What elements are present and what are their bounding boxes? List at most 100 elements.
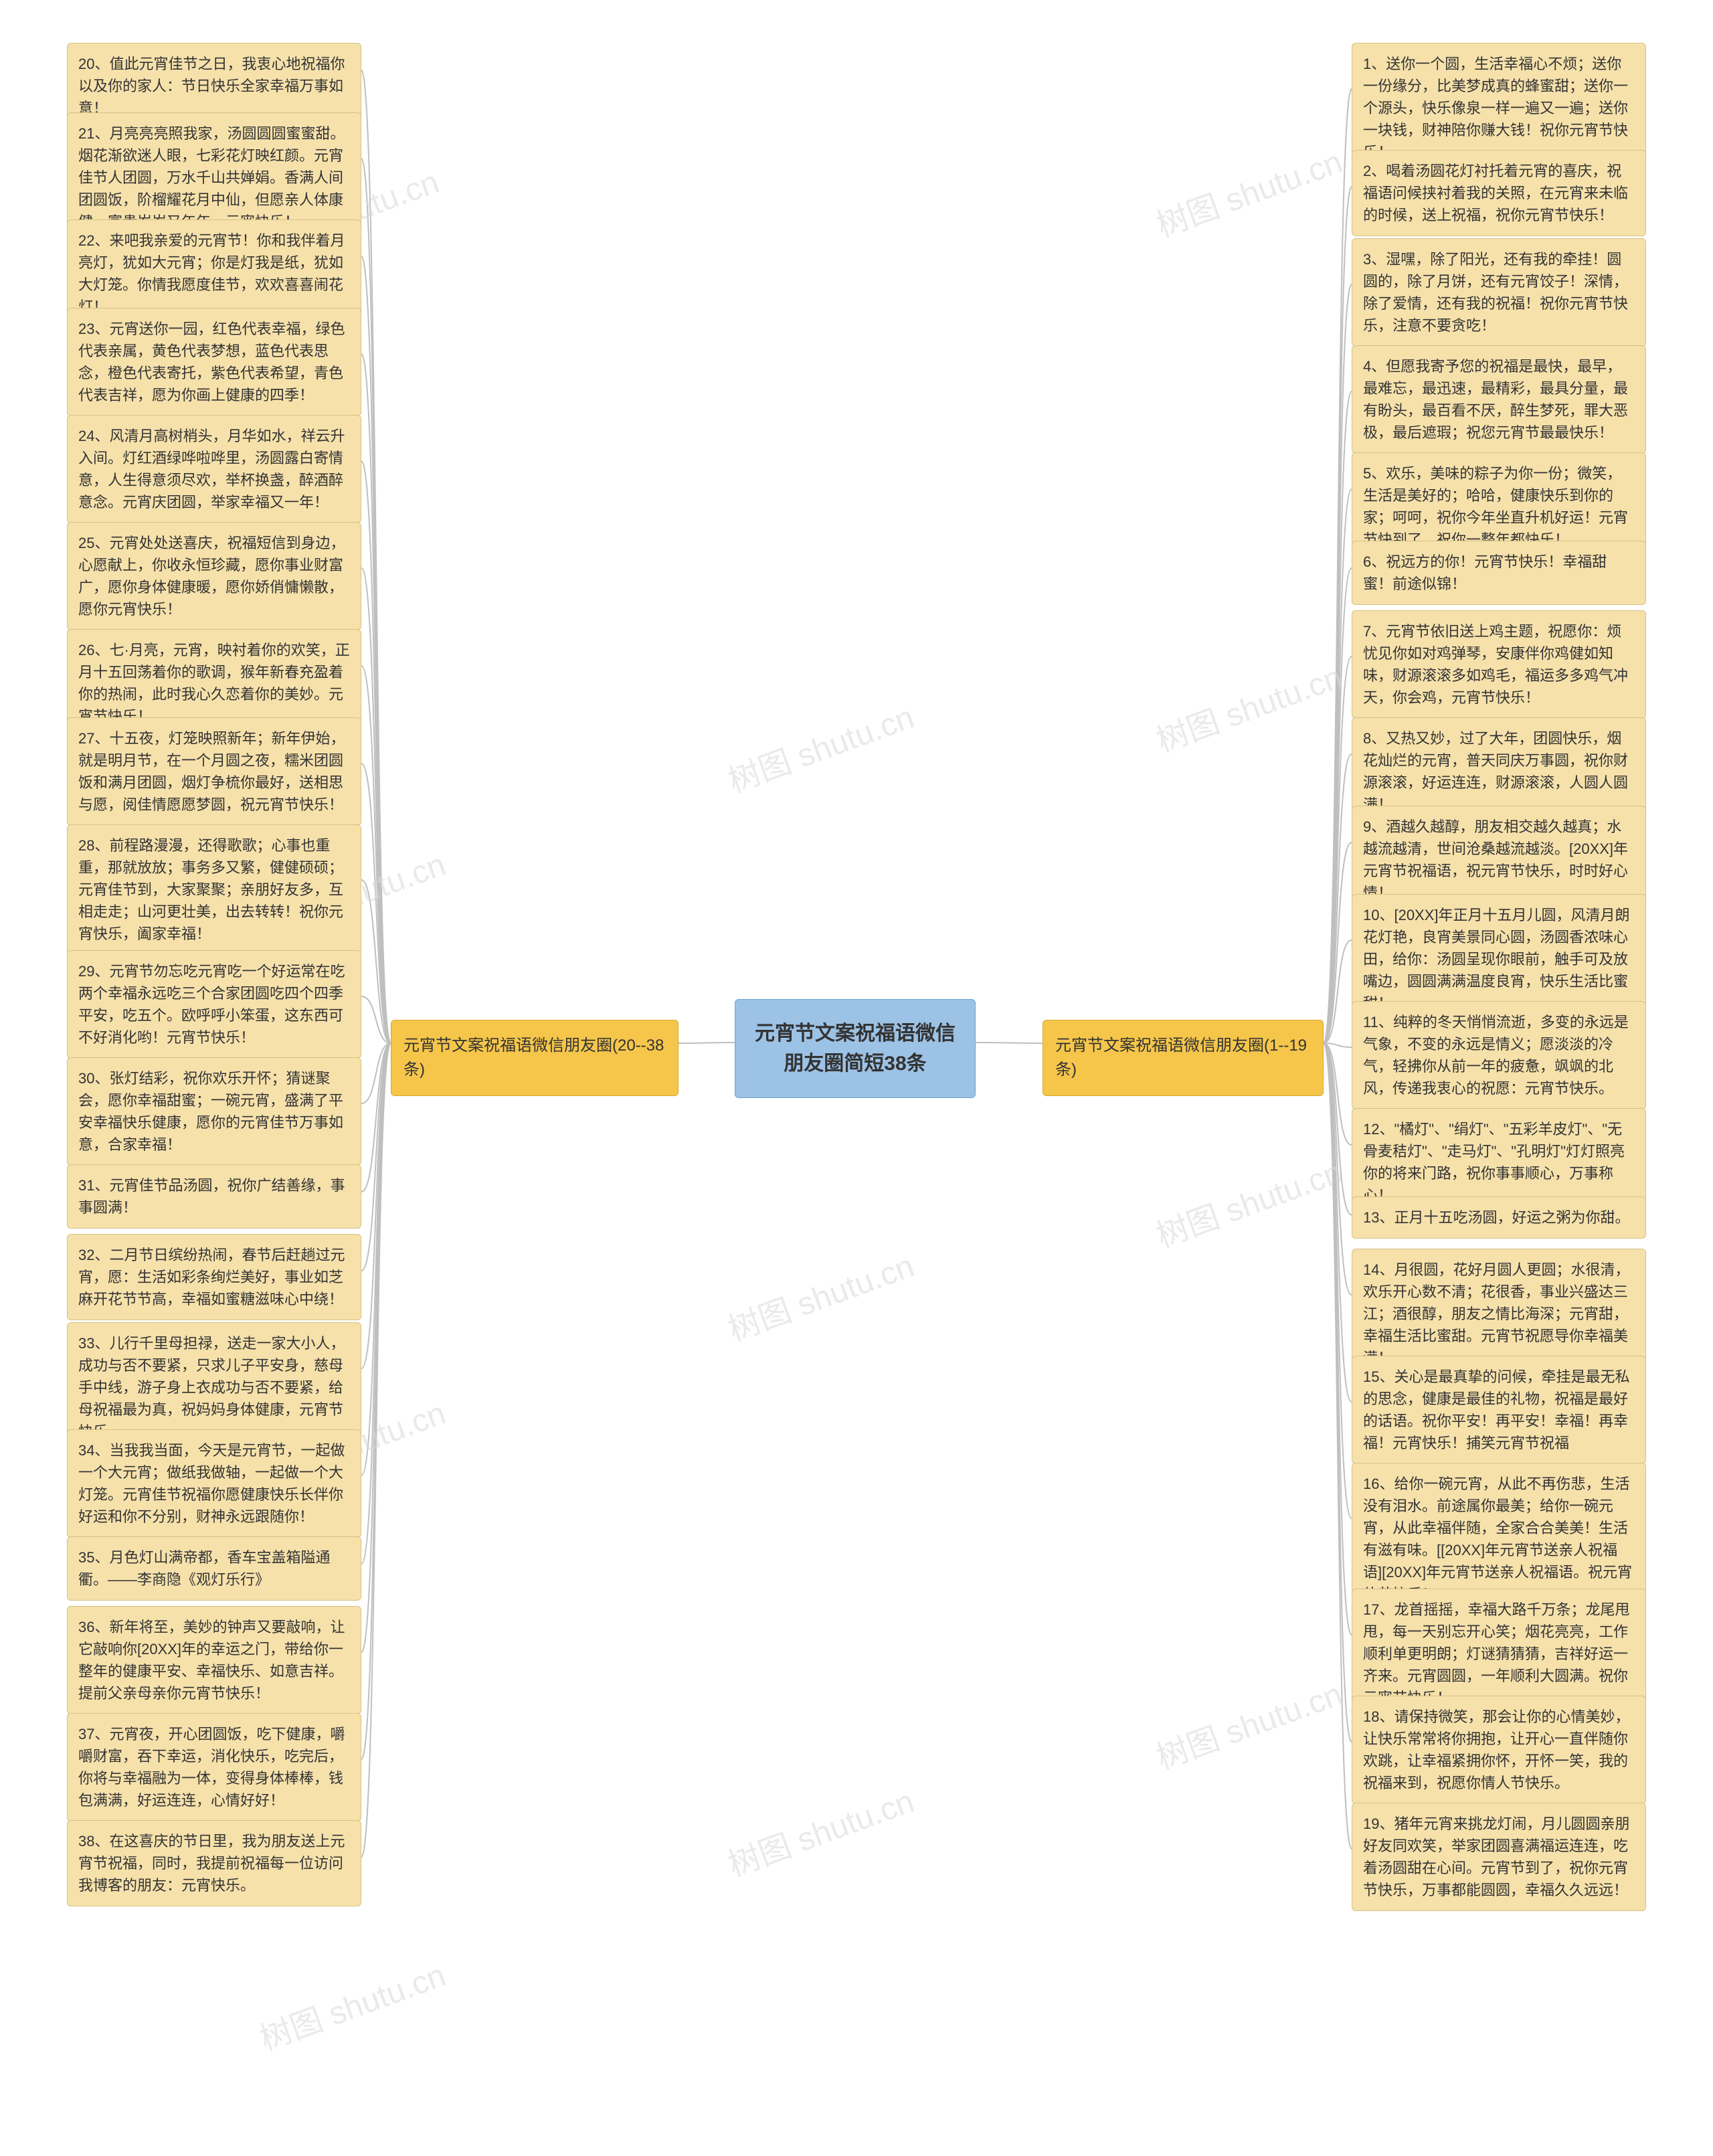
leaf-node: 35、月色灯山满帝都，香车宝盖箱隘通衢。——李商隐《观灯乐行》 [67,1536,361,1601]
watermark: 树图 shutu.cn [1149,650,1348,761]
right-leaf-4-label: 4、但愿我寄予您的祝福是最快，最早，最难忘，最迅速，最精彩，最具分量，最有盼头，… [1363,355,1635,444]
leaf-node: 19、猪年元宵来挑龙灯闹，月儿圆圆亲朋好友同欢笑，举家团圆喜满福运连连，吃着汤圆… [1352,1803,1646,1911]
right-leaf-16-label: 16、给你一碗元宵，从此不再伤悲，生活没有泪水。前途属你最美；给你一碗元宵，从此… [1363,1473,1635,1605]
connector [1324,1043,1352,1215]
leaf-node: 36、新年将至，美妙的钟声又要敲响，让它敲响你[20XX]年的幸运之门，带给你一… [67,1606,361,1714]
connector [1324,89,1352,1043]
watermark: 树图 shutu.cn [1149,1146,1348,1256]
watermark: 树图 shutu.cn [1149,135,1348,246]
right-leaf-2-label: 2、喝着汤圆花灯衬托着元宵的喜庆，祝福语问候挟衬着我的关照，在元宵来未临的时候，… [1363,160,1635,226]
right-leaf-10-label: 10、[20XX]年正月十五月儿圆，风清月朗花灯艳，良宵美景同心圆，汤圆香浓味心… [1363,904,1635,1014]
right-leaf-14-label: 14、月很圆，花好月圆人更圆；水很清，欢乐开心数不清；花很香，事业兴盛达三江；酒… [1363,1259,1635,1369]
connector [361,159,391,1043]
left-leaf-16-label: 35、月色灯山满帝都，香车宝盖箱隘通衢。——李商隐《观灯乐行》 [78,1546,350,1591]
connector [361,1043,391,1271]
leaf-node: 37、元宵夜，开心团圆饭，吃下健康，嚼嚼财富，吞下幸运，消化快乐，吃完后，你将与… [67,1713,361,1821]
watermark: 树图 shutu.cn [1149,1668,1348,1778]
connector [1324,489,1352,1043]
connector [1324,391,1352,1043]
connector [1324,568,1352,1043]
connector [1324,940,1352,1043]
connector [361,1043,391,1564]
connector [1324,1043,1352,1518]
right-leaf-13-label: 13、正月十五吃汤圆，好运之粥为你甜。 [1363,1206,1635,1229]
connector [1324,1043,1352,1295]
right-leaf-12-label: 12、"橘灯"、"绢灯"、"五彩羊皮灯"、"无骨麦秸灯"、"走马灯"、"孔明灯"… [1363,1118,1635,1206]
leaf-node: 2、喝着汤圆花灯衬托着元宵的喜庆，祝福语问候挟衬着我的关照，在元宵来未临的时候，… [1352,150,1646,236]
leaf-node: 7、元宵节依旧送上鸡主题，祝愿你：烦忧见你如对鸡弹琴，安康伴你鸡健如知味，财源滚… [1352,610,1646,719]
right-leaf-18-label: 18、请保持微笑，那会让你的心情美妙，让快乐常常将你拥抱，让开心一直伴随你欢跳，… [1363,1706,1635,1794]
left-branch-node: 元宵节文案祝福语微信朋友圈(20--38条) [391,1020,679,1096]
connector [361,1043,391,1192]
connector [361,996,391,1043]
watermark: 树图 shutu.cn [252,1949,451,2059]
right-leaf-19-label: 19、猪年元宵来挑龙灯闹，月儿圆圆亲朋好友同欢笑，举家团圆喜满福运连连，吃着汤圆… [1363,1813,1635,1901]
right-leaf-15-label: 15、关心是最真挚的问候，牵挂是最无私的思念，健康是最佳的礼物，祝福是最好的话语… [1363,1366,1635,1454]
connector [361,70,391,1043]
left-leaf-7-label: 26、七·月亮，元宵，映衬着你的欢笑，正月十五回荡着你的歌调，猴年新春充盈着你的… [78,639,350,727]
right-leaf-6-label: 6、祝远方的你！元宵节快乐！幸福甜蜜！前途似锦！ [1363,551,1635,595]
left-leaf-19-label: 38、在这喜庆的节日里，我为朋友送上元宵节祝福，同时，我提前祝福每一位访问我博客… [78,1830,350,1896]
left-leaf-9-label: 28、前程路漫漫，还得歌歌；心事也重重，那就放放；事务多又繁，健健硕硕；元宵佳节… [78,834,350,945]
left-leaf-6-label: 25、元宵处处送喜庆，祝福短信到身边，心愿献上，你收永恒珍藏，愿你事业财富广，愿… [78,532,350,620]
connector [1324,1043,1352,1402]
connector [361,354,391,1043]
connector [361,1043,391,1103]
left-leaf-13-label: 32、二月节日缤纷热闹，春节后赶趟过元宵，愿：生活如彩条绚烂美好，事业如芝麻开花… [78,1244,350,1310]
leaf-node: 30、张灯结彩，祝你欢乐开怀；猜谜聚会，愿你幸福甜蜜；一碗元宵，盛满了平安幸福快… [67,1057,361,1166]
leaf-node: 23、元宵送你一园，红色代表幸福，绿色代表亲属，黄色代表梦想，蓝色代表思念，橙色… [67,308,361,416]
right-leaf-3-label: 3、湿嘿，除了阳光，还有我的牵挂！圆圆的，除了月饼，还有元宵饺子！深情，除了爱情… [1363,248,1635,337]
connector [1324,187,1352,1043]
connector [361,1043,391,1759]
left-leaf-8-label: 27、十五夜，灯笼映照新年；新年伊始，就是明月节，在一个月圆之夜，糯米团圆饭和满… [78,727,350,816]
leaf-node: 6、祝远方的你！元宵节快乐！幸福甜蜜！前途似锦！ [1352,541,1646,605]
leaf-node: 28、前程路漫漫，还得歌歌；心事也重重，那就放放；事务多又繁，健健硕硕；元宵佳节… [67,824,361,955]
leaf-node: 4、但愿我寄予您的祝福是最快，最早，最难忘，最迅速，最精彩，最具分量，最有盼头，… [1352,345,1646,454]
left-leaf-11-label: 30、张灯结彩，祝你欢乐开怀；猜谜聚会，愿你幸福甜蜜；一碗元宵，盛满了平安幸福快… [78,1067,350,1156]
right-leaf-11-label: 11、纯粹的冬天悄悄流逝，多变的永远是气象，不变的永远是情义；愿淡淡的冷气，轻拂… [1363,1011,1635,1099]
right-branch-node: 元宵节文案祝福语微信朋友圈(1--19条) [1043,1020,1324,1096]
left-leaf-10-label: 29、元宵节勿忘吃元宵吃一个好运常在吃两个幸福永远吃三个合家团圆吃四个四季平安，… [78,960,350,1049]
connector [1324,1043,1352,1849]
left-leaf-4-label: 23、元宵送你一园，红色代表幸福，绿色代表亲属，黄色代表梦想，蓝色代表思念，橙色… [78,318,350,406]
connector [1324,656,1352,1043]
leaf-node: 11、纯粹的冬天悄悄流逝，多变的永远是气象，不变的永远是情义；愿淡淡的冷气，轻拂… [1352,1001,1646,1109]
left-leaf-5-label: 24、风清月高树梢头，月华如水，祥云升入间。灯红酒绿哗啦哗里，汤圆露白寄情意，人… [78,425,350,513]
right-leaf-17-label: 17、龙首摇摇，幸福大路千万条；龙尾甩甩，每一天别忘开心笑；烟花亮亮，工作顺利单… [1363,1599,1635,1709]
center-node: 元宵节文案祝福语微信朋友圈简短38条 [735,999,976,1098]
connector [1324,1043,1352,1742]
left-leaf-3-label: 22、来吧我亲爱的元宵节！你和我伴着月亮灯，犹如大元宵；你是灯我是纸，犹如大灯笼… [78,230,350,318]
leaf-node: 13、正月十五吃汤圆，好运之粥为你甜。 [1352,1196,1646,1239]
connector [1324,284,1352,1043]
connector [1324,842,1352,1043]
connector [1324,754,1352,1043]
watermark: 树图 shutu.cn [721,1239,919,1350]
connector [361,461,391,1043]
connector [361,1043,391,1368]
connector [361,763,391,1043]
right-leaf-9-label: 9、酒越久越醇，朋友相交越久越真；水越流越清，世间沧桑越流越淡。[20XX]年元… [1363,816,1635,904]
connector [361,256,391,1043]
connector [1324,1043,1352,1047]
left-leaf-12-label: 31、元宵佳节品汤圆，祝你广结善缘，事事圆满！ [78,1174,350,1219]
leaf-node: 24、风清月高树梢头，月华如水，祥云升入间。灯红酒绿哗啦哗里，汤圆露白寄情意，人… [67,415,361,523]
left-leaf-1-label: 20、值此元宵佳节之日，我衷心地祝福你以及你的家人：节日快乐全家幸福万事如意！ [78,53,350,119]
leaf-node: 34、当我我当面，今天是元宵节，一起做一个大元宵；做纸我做轴，一起做一个大灯笼。… [67,1429,361,1538]
watermark: 树图 shutu.cn [721,691,919,801]
leaf-node: 18、请保持微笑，那会让你的心情美妙，让快乐常常将你拥抱，让开心一直伴随你欢跳，… [1352,1696,1646,1804]
leaf-node: 27、十五夜，灯笼映照新年；新年伊始，就是明月节，在一个月圆之夜，糯米团圆饭和满… [67,717,361,826]
right-leaf-5-label: 5、欢乐，美味的粽子为你一份；微笑，生活是美好的；哈哈，健康快乐到你的家；呵呵，… [1363,462,1635,551]
right-branch-node-label: 元宵节文案祝福语微信朋友圈(1--19条) [1055,1034,1311,1082]
connector [1324,1043,1352,1635]
connector [361,666,391,1043]
leaf-node: 15、关心是最真挚的问候，牵挂是最无私的思念，健康是最佳的礼物，祝福是最好的话语… [1352,1356,1646,1464]
left-leaf-18-label: 37、元宵夜，开心团圆饭，吃下健康，嚼嚼财富，吞下幸运，消化快乐，吃完后，你将与… [78,1723,350,1811]
connector [361,1043,391,1475]
leaf-node: 25、元宵处处送喜庆，祝福短信到身边，心愿献上，你收永恒珍藏，愿你事业财富广，愿… [67,522,361,630]
leaf-node: 29、元宵节勿忘吃元宵吃一个好运常在吃两个幸福永远吃三个合家团圆吃四个四季平安，… [67,950,361,1059]
connector [361,880,391,1043]
leaf-node: 3、湿嘿，除了阳光，还有我的牵挂！圆圆的，除了月饼，还有元宵饺子！深情，除了爱情… [1352,238,1646,347]
leaf-node: 38、在这喜庆的节日里，我为朋友送上元宵节祝福，同时，我提前祝福每一位访问我博客… [67,1820,361,1906]
leaf-node: 31、元宵佳节品汤圆，祝你广结善缘，事事圆满！ [67,1164,361,1229]
watermark: 树图 shutu.cn [721,1775,919,1885]
